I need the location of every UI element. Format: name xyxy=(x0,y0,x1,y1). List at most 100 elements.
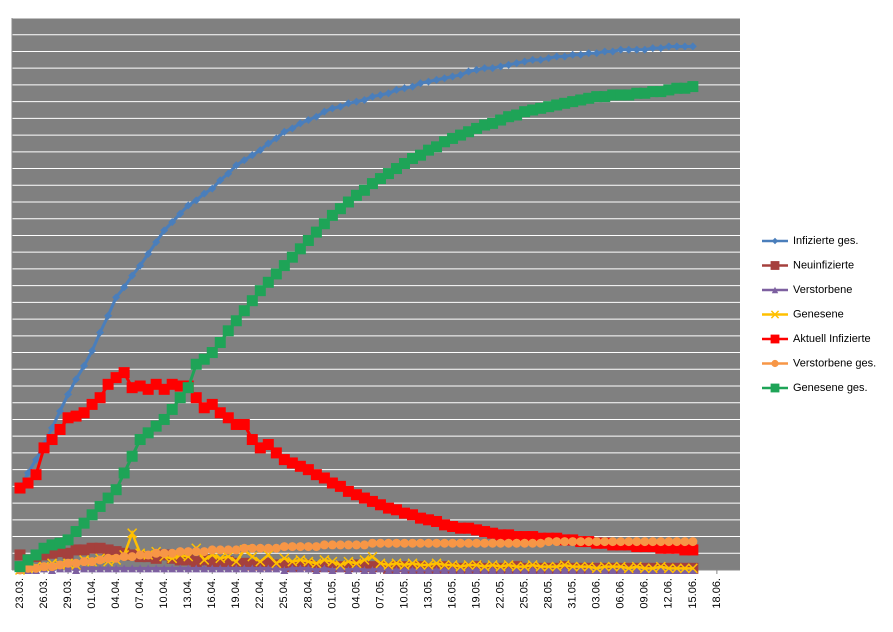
marker xyxy=(544,54,553,63)
marker xyxy=(375,538,385,548)
marker xyxy=(575,561,586,572)
marker xyxy=(390,163,402,175)
marker xyxy=(286,457,298,469)
marker xyxy=(216,564,225,573)
marker xyxy=(600,566,609,574)
marker xyxy=(455,522,467,534)
marker xyxy=(439,559,450,571)
marker xyxy=(312,566,321,574)
marker xyxy=(136,564,145,573)
marker xyxy=(512,566,521,574)
marker xyxy=(591,91,603,103)
marker xyxy=(552,52,561,61)
marker xyxy=(631,561,642,572)
marker xyxy=(263,543,273,553)
marker xyxy=(311,558,322,569)
marker xyxy=(503,529,515,541)
marker xyxy=(184,564,193,573)
marker xyxy=(368,92,377,101)
marker xyxy=(144,249,153,258)
marker xyxy=(344,566,353,574)
marker xyxy=(336,102,345,111)
marker xyxy=(294,243,306,255)
marker xyxy=(110,372,122,384)
marker xyxy=(191,547,201,557)
marker xyxy=(88,564,97,573)
marker xyxy=(560,52,569,61)
marker xyxy=(528,55,537,64)
x-tick-label: 19.05. xyxy=(470,578,482,609)
marker xyxy=(102,492,114,504)
x-tick-label: 03.06. xyxy=(591,578,603,609)
marker xyxy=(447,132,459,144)
marker xyxy=(358,492,370,504)
marker xyxy=(560,566,569,574)
marker xyxy=(360,566,369,574)
marker xyxy=(527,559,538,571)
marker xyxy=(655,542,667,554)
marker xyxy=(111,553,121,563)
marker xyxy=(110,546,122,558)
marker xyxy=(503,111,515,123)
marker xyxy=(656,566,665,574)
marker xyxy=(496,62,505,71)
marker xyxy=(272,564,281,573)
marker xyxy=(56,407,65,416)
marker xyxy=(463,559,474,571)
marker xyxy=(160,226,169,235)
marker xyxy=(335,559,346,571)
legend-label: Infizierte ges. xyxy=(793,235,858,247)
marker xyxy=(407,538,417,548)
marker xyxy=(358,184,370,196)
marker xyxy=(190,392,202,404)
marker xyxy=(120,564,129,573)
marker xyxy=(399,538,409,548)
marker xyxy=(671,542,683,554)
marker xyxy=(640,566,649,574)
marker xyxy=(272,134,281,143)
marker xyxy=(126,450,138,462)
marker xyxy=(198,353,210,365)
marker xyxy=(360,95,369,104)
marker xyxy=(112,293,121,302)
marker xyxy=(240,564,249,573)
marker xyxy=(167,548,177,558)
marker xyxy=(664,537,674,547)
marker xyxy=(400,566,409,574)
marker xyxy=(392,566,401,574)
x-tick-label: 06.06. xyxy=(615,578,627,609)
marker xyxy=(440,74,449,83)
marker xyxy=(770,383,780,393)
marker xyxy=(64,564,73,573)
marker xyxy=(536,538,546,548)
marker xyxy=(511,561,522,572)
marker xyxy=(38,542,50,554)
marker xyxy=(54,537,66,549)
marker xyxy=(519,531,531,543)
marker xyxy=(495,561,506,572)
marker xyxy=(448,72,457,81)
marker xyxy=(256,146,265,155)
marker xyxy=(615,561,626,572)
marker xyxy=(168,218,177,227)
marker xyxy=(288,564,297,573)
x-tick-label: 01.04. xyxy=(86,578,98,609)
marker xyxy=(672,42,681,51)
marker xyxy=(319,554,330,565)
marker xyxy=(592,566,601,574)
marker xyxy=(599,91,611,103)
marker xyxy=(94,392,106,404)
marker xyxy=(296,564,305,573)
marker xyxy=(439,519,451,531)
marker xyxy=(608,566,617,574)
marker xyxy=(304,564,313,573)
marker xyxy=(771,286,779,294)
marker xyxy=(592,49,601,58)
marker xyxy=(431,141,443,153)
marker xyxy=(583,561,594,572)
marker xyxy=(278,260,290,272)
marker xyxy=(214,407,226,419)
marker xyxy=(592,537,602,547)
marker xyxy=(512,538,522,548)
marker xyxy=(406,509,418,521)
